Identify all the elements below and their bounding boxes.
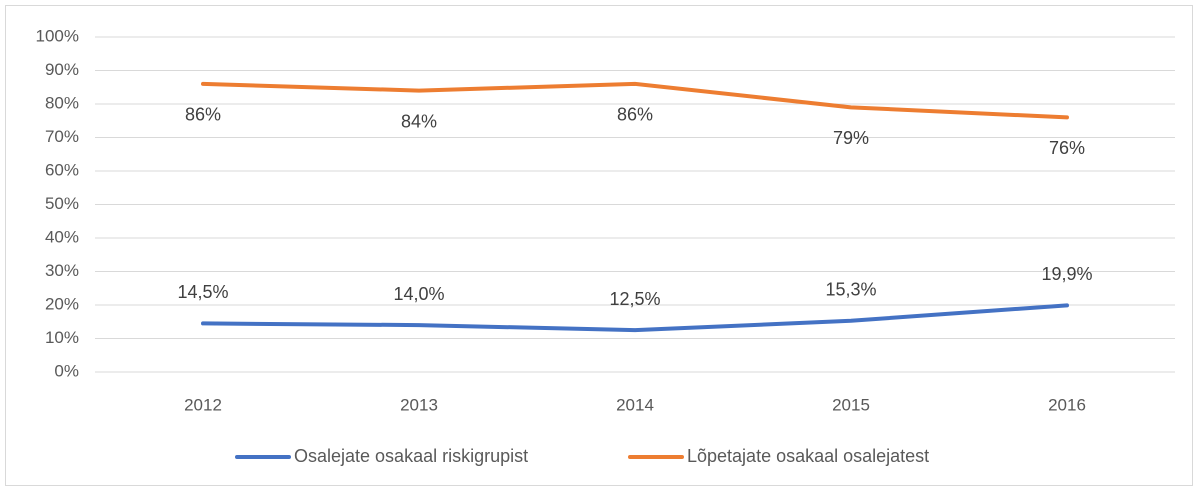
y-tick-label: 90% [45,60,79,79]
data-label: 15,3% [825,279,876,299]
series-line [201,81,1069,120]
x-tick-label: 2016 [1048,395,1086,414]
data-label: 84% [401,111,437,131]
data-label: 76% [1049,138,1085,158]
y-tick-label: 10% [45,328,79,347]
data-label: 86% [617,105,653,125]
data-label: 86% [185,105,221,125]
x-tick-label: 2014 [616,395,654,414]
y-tick-label: 80% [45,93,79,112]
data-label: 12,5% [609,289,660,309]
x-tick-label: 2013 [400,395,438,414]
y-tick-label: 30% [45,261,79,280]
x-tick-label: 2012 [184,395,222,414]
legend-label: Osalejate osakaal riskigrupist [294,446,528,466]
x-tick-label: 2015 [832,395,870,414]
y-tick-label: 0% [54,361,79,380]
y-tick-label: 60% [45,160,79,179]
data-label: 19,9% [1041,264,1092,284]
y-tick-label: 100% [36,26,79,45]
y-tick-label: 50% [45,194,79,213]
legend-label: Lõpetajate osakaal osalejatest [687,446,929,466]
y-tick-label: 40% [45,227,79,246]
data-label: 79% [833,128,869,148]
y-tick-label: 70% [45,127,79,146]
y-tick-label: 20% [45,294,79,313]
series-line [201,303,1069,333]
data-label: 14,0% [393,284,444,304]
data-label: 14,5% [177,282,228,302]
